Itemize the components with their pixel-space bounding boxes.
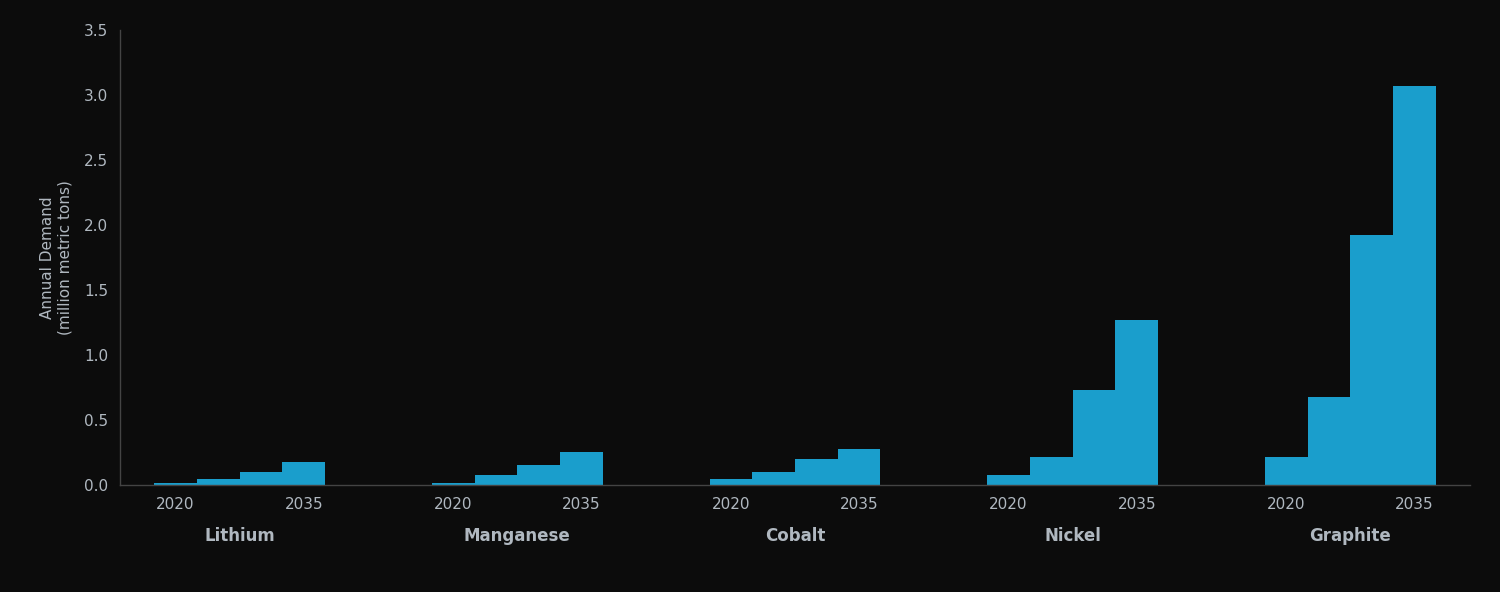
Bar bbox=[282, 462, 326, 485]
Text: Graphite: Graphite bbox=[1310, 527, 1392, 545]
Bar bbox=[1350, 236, 1394, 485]
Bar bbox=[710, 479, 753, 485]
Bar bbox=[1308, 397, 1350, 485]
Text: Manganese: Manganese bbox=[464, 527, 570, 545]
Bar bbox=[196, 479, 240, 485]
Text: Nickel: Nickel bbox=[1044, 527, 1101, 545]
Bar bbox=[1072, 390, 1116, 485]
Bar bbox=[1116, 320, 1158, 485]
Bar bbox=[795, 459, 837, 485]
Text: Lithium: Lithium bbox=[204, 527, 274, 545]
Bar bbox=[560, 452, 603, 485]
Bar bbox=[987, 475, 1030, 485]
Bar bbox=[1264, 457, 1308, 485]
Bar bbox=[1030, 457, 1072, 485]
Bar bbox=[518, 465, 560, 485]
Bar bbox=[474, 475, 518, 485]
Bar bbox=[837, 449, 880, 485]
Text: Cobalt: Cobalt bbox=[765, 527, 825, 545]
Bar bbox=[432, 483, 474, 485]
Bar bbox=[753, 472, 795, 485]
Bar bbox=[240, 472, 282, 485]
Bar bbox=[1394, 86, 1435, 485]
Y-axis label: Annual Demand
(million metric tons): Annual Demand (million metric tons) bbox=[40, 180, 74, 335]
Bar bbox=[154, 483, 196, 485]
